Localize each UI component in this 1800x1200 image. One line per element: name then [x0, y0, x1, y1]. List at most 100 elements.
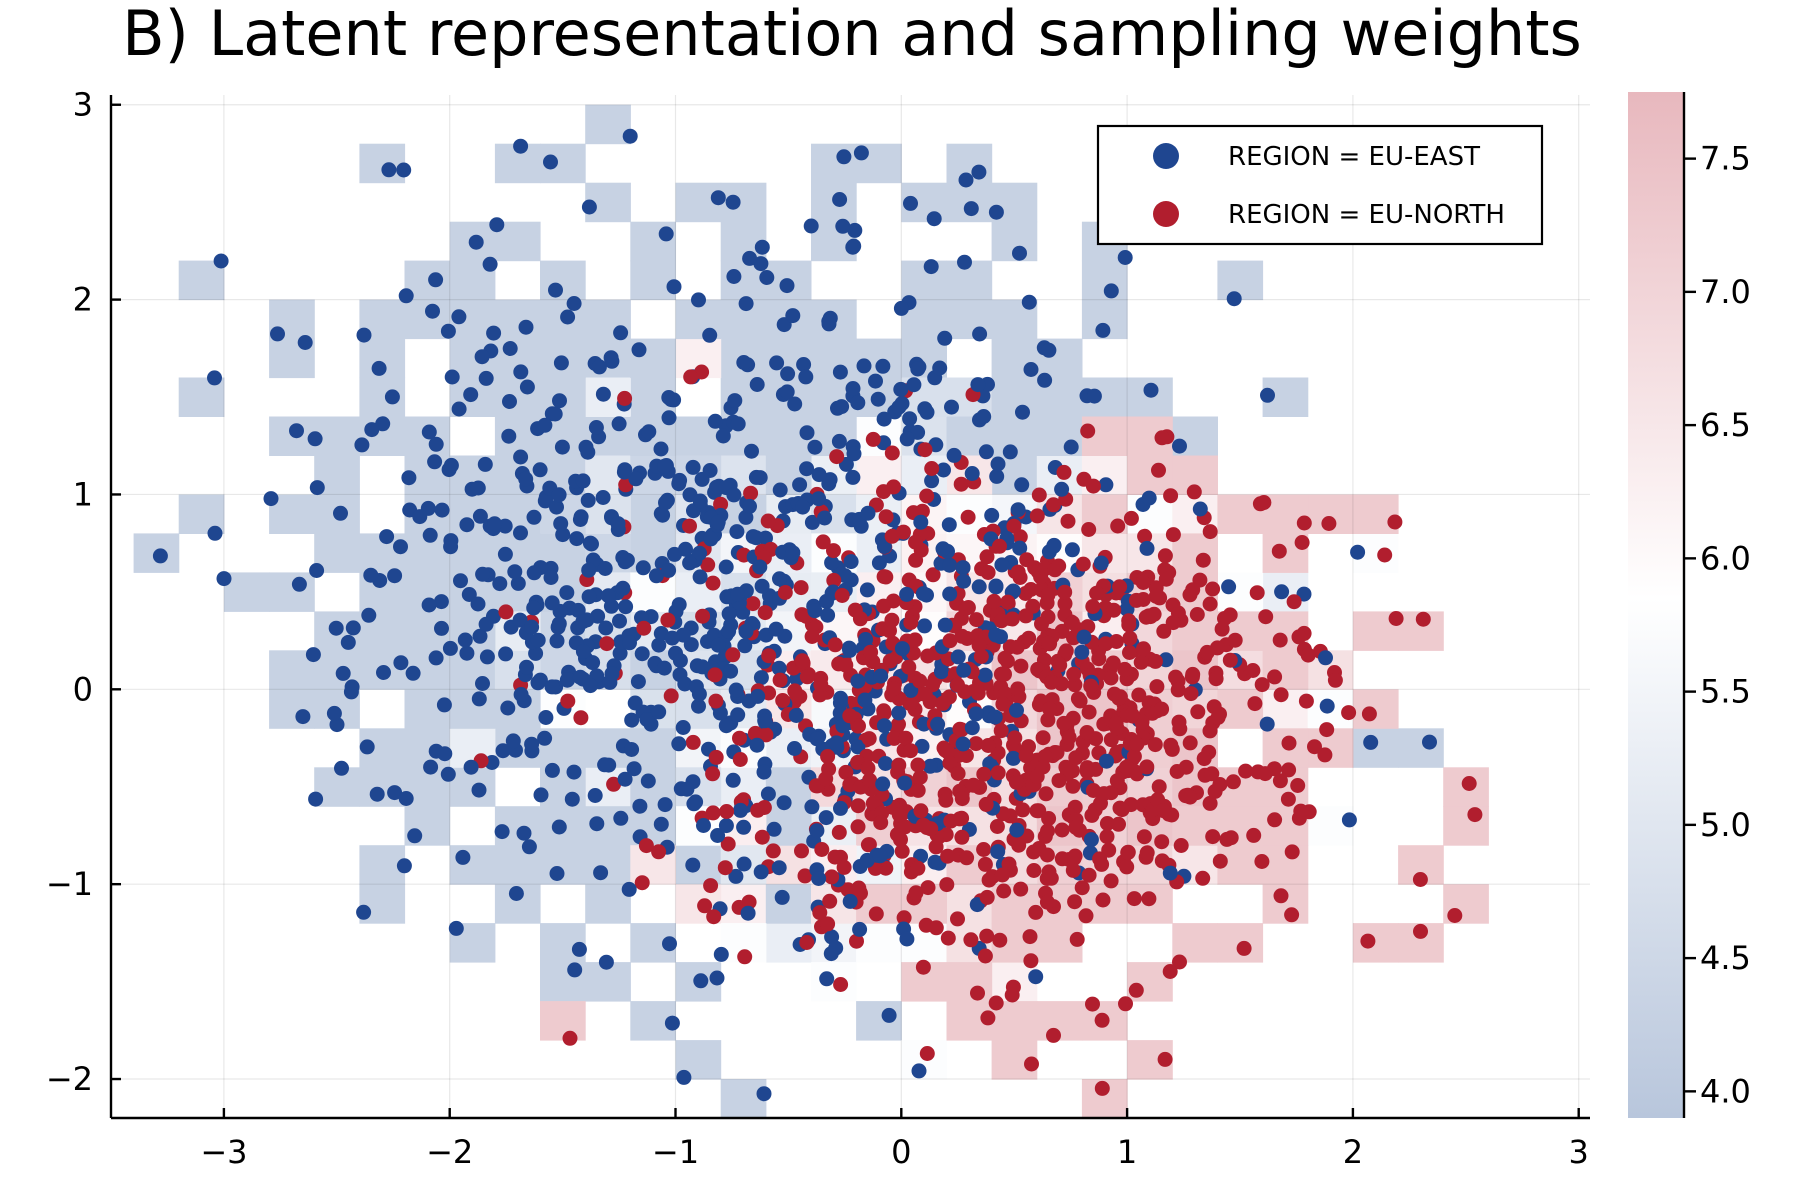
- data-point: [470, 480, 486, 496]
- data-point: [328, 620, 344, 636]
- data-point: [1075, 556, 1091, 572]
- data-point: [676, 1069, 692, 1085]
- data-point: [710, 828, 726, 843]
- data-point: [1447, 908, 1463, 923]
- data-point: [736, 856, 752, 872]
- data-point: [835, 218, 851, 234]
- data-point: [1151, 462, 1166, 478]
- data-point: [526, 509, 542, 525]
- data-point: [472, 628, 488, 644]
- data-point: [1026, 863, 1042, 878]
- data-point: [785, 545, 801, 561]
- data-point: [502, 341, 518, 356]
- data-point: [973, 649, 989, 664]
- data-point: [728, 868, 744, 884]
- data-point: [1147, 737, 1163, 753]
- data-point: [1222, 652, 1238, 668]
- data-point: [1185, 582, 1201, 598]
- data-point: [604, 353, 620, 369]
- data-point: [396, 858, 412, 874]
- data-point: [591, 359, 607, 375]
- data-point: [580, 492, 596, 508]
- data-point: [1260, 387, 1275, 403]
- heatmap-cell: [1172, 533, 1218, 573]
- data-point: [606, 776, 622, 792]
- data-point: [598, 620, 614, 636]
- data-point: [849, 933, 864, 949]
- data-point: [813, 677, 829, 693]
- legend-label: REGION = EU-NORTH: [1228, 200, 1505, 230]
- data-point: [775, 693, 791, 708]
- data-point: [753, 670, 769, 686]
- data-point: [957, 254, 972, 270]
- data-point: [1095, 322, 1111, 338]
- data-point: [309, 480, 325, 496]
- data-point: [732, 752, 748, 767]
- data-point: [513, 525, 528, 541]
- data-point: [371, 360, 387, 376]
- data-point: [398, 791, 414, 806]
- data-point: [307, 431, 323, 447]
- data-point: [799, 425, 815, 441]
- data-point: [1037, 749, 1053, 765]
- data-point: [518, 471, 534, 487]
- data-point: [685, 459, 701, 475]
- data-point: [1076, 629, 1092, 645]
- data-point: [1136, 829, 1152, 845]
- data-point: [1035, 730, 1051, 746]
- data-point: [1013, 881, 1029, 897]
- data-point: [906, 377, 922, 393]
- y-tick-label: −1: [46, 865, 93, 903]
- data-point: [1238, 763, 1254, 779]
- data-point: [1202, 723, 1218, 739]
- data-point: [1069, 931, 1085, 947]
- data-point: [1318, 650, 1333, 666]
- data-point: [498, 646, 514, 662]
- colorbar: 4.0 4.5 5.0 5.5 6.0 6.5 7.0 7.5: [1628, 92, 1751, 1118]
- data-point: [1023, 582, 1039, 597]
- data-point: [289, 423, 304, 439]
- data-point: [440, 323, 456, 339]
- data-point: [628, 471, 644, 487]
- data-point: [1081, 522, 1097, 537]
- data-point: [870, 391, 886, 407]
- data-point: [853, 145, 869, 161]
- data-point: [964, 720, 980, 736]
- data-point: [653, 441, 669, 457]
- data-point: [980, 1010, 996, 1026]
- data-point: [1185, 666, 1201, 682]
- data-point: [850, 819, 866, 835]
- data-point: [798, 369, 814, 385]
- data-point: [1010, 564, 1026, 580]
- data-point: [956, 573, 972, 589]
- data-point: [979, 889, 995, 905]
- data-point: [878, 509, 894, 525]
- data-point: [398, 288, 414, 304]
- data-point: [617, 390, 633, 406]
- data-point: [765, 843, 781, 859]
- data-point: [988, 204, 1004, 220]
- heatmap-cell: [540, 1001, 586, 1041]
- data-point: [692, 569, 708, 585]
- data-point: [804, 799, 820, 815]
- data-point: [1210, 709, 1226, 725]
- data-point: [757, 605, 773, 621]
- data-point: [697, 898, 713, 914]
- data-point: [581, 589, 597, 605]
- data-point: [513, 138, 529, 154]
- data-point: [544, 595, 560, 611]
- heatmap-cell: [449, 689, 496, 729]
- data-point: [917, 401, 933, 417]
- data-point: [309, 563, 325, 578]
- data-point: [1256, 495, 1272, 510]
- data-point: [549, 866, 565, 881]
- data-point: [507, 564, 523, 580]
- chart-title: B) Latent representation and sampling we…: [122, 0, 1582, 70]
- data-point: [702, 327, 718, 343]
- data-point: [1247, 696, 1263, 712]
- heatmap-cell: [1262, 650, 1309, 690]
- data-point: [428, 436, 444, 452]
- legend-label: REGION = EU-EAST: [1228, 142, 1480, 172]
- data-point: [708, 693, 724, 709]
- data-point: [958, 748, 974, 763]
